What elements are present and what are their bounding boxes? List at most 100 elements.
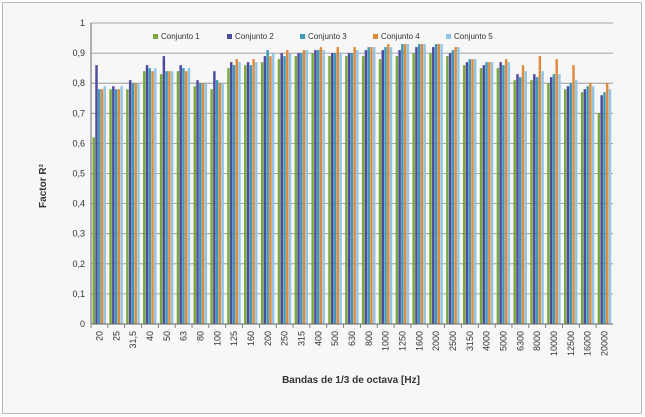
bar (238, 62, 241, 324)
bar (196, 80, 199, 324)
bar (159, 74, 163, 324)
bar (589, 83, 592, 324)
bar (271, 53, 275, 324)
bar (448, 53, 452, 324)
bar (364, 50, 368, 325)
bar (176, 71, 180, 324)
bar (423, 44, 426, 324)
y-tick-label: 0,6 (72, 138, 85, 148)
bar (591, 86, 595, 325)
x-axis-title: Bandas de 1/3 de octava [Hz] (282, 375, 420, 386)
legend-swatch (153, 34, 158, 39)
bar (182, 68, 185, 325)
x-tick-label: 80 (195, 331, 205, 341)
x-tick-label: 20 (94, 331, 104, 341)
bar (120, 86, 123, 325)
bar (457, 47, 460, 325)
bar (356, 50, 359, 325)
bar (227, 68, 230, 325)
bar (210, 89, 213, 324)
y-tick-label: 0,3 (72, 229, 85, 239)
bar (454, 47, 457, 325)
bar (521, 65, 525, 324)
bar (215, 80, 219, 324)
legend-label: Conjunto 1 (161, 32, 200, 41)
bar (288, 53, 292, 324)
x-tick-label: 12500 (566, 331, 576, 356)
bar (294, 56, 298, 325)
legend-swatch (227, 34, 232, 39)
bar (277, 59, 281, 325)
bar (558, 74, 561, 324)
x-tick-label: 16000 (583, 331, 593, 356)
y-tick-label: 0,9 (72, 48, 85, 58)
bar (490, 62, 494, 324)
bar (572, 65, 575, 324)
bar (154, 68, 157, 325)
bar (328, 56, 331, 325)
bar (384, 47, 387, 325)
y-tick-label: 0,5 (72, 169, 85, 179)
legend-swatch (446, 34, 451, 39)
bar (193, 86, 197, 325)
bar (339, 53, 342, 324)
bar (398, 50, 401, 325)
bar (474, 59, 477, 325)
x-tick-label: 2500 (448, 331, 458, 351)
bar (446, 56, 449, 325)
x-tick-label: 800 (364, 331, 374, 346)
bar (201, 83, 205, 324)
bar (92, 137, 95, 324)
bar (145, 65, 149, 324)
bar (507, 62, 511, 324)
bar (387, 44, 390, 324)
bar (162, 56, 166, 325)
bar (109, 89, 112, 324)
bar (229, 62, 233, 324)
bar (168, 71, 171, 324)
bar (280, 53, 283, 324)
bar (117, 89, 121, 324)
bar (389, 47, 393, 325)
legend-label: Conjunto 5 (454, 32, 493, 41)
bar (283, 56, 286, 325)
bar (580, 92, 584, 324)
bar (260, 62, 264, 324)
bar (331, 53, 334, 324)
bar (269, 56, 272, 325)
bar (305, 50, 309, 325)
bar (549, 77, 553, 325)
bar (488, 62, 491, 324)
bar (547, 83, 550, 324)
bar (533, 74, 536, 324)
bar (381, 50, 384, 325)
bar (566, 86, 570, 325)
bar (597, 113, 601, 324)
bar (516, 74, 519, 324)
legend: Conjunto 1 Conjunto 2 Conjunto 3 Conjunto 4… (153, 32, 493, 41)
bars (92, 44, 612, 325)
bar (131, 83, 135, 324)
bar (552, 74, 556, 324)
bar (370, 47, 373, 325)
bar (403, 44, 407, 324)
bar (415, 47, 418, 325)
bar (350, 53, 354, 324)
bar (95, 65, 98, 324)
x-tick-label: 3150 (465, 331, 475, 351)
bar (128, 80, 132, 324)
bar (417, 44, 421, 324)
bar (319, 47, 323, 325)
x-tick-label: 125 (229, 331, 239, 346)
bar (471, 59, 474, 325)
x-tick-label: 100 (212, 331, 222, 346)
bar (499, 62, 502, 324)
x-tick-label: 315 (296, 331, 306, 346)
bar (316, 50, 320, 325)
x-tick-label: 1000 (381, 331, 391, 351)
bar (249, 65, 253, 324)
bar (126, 89, 129, 324)
x-tick-label: 31,5 (128, 331, 138, 349)
bar (322, 50, 325, 325)
